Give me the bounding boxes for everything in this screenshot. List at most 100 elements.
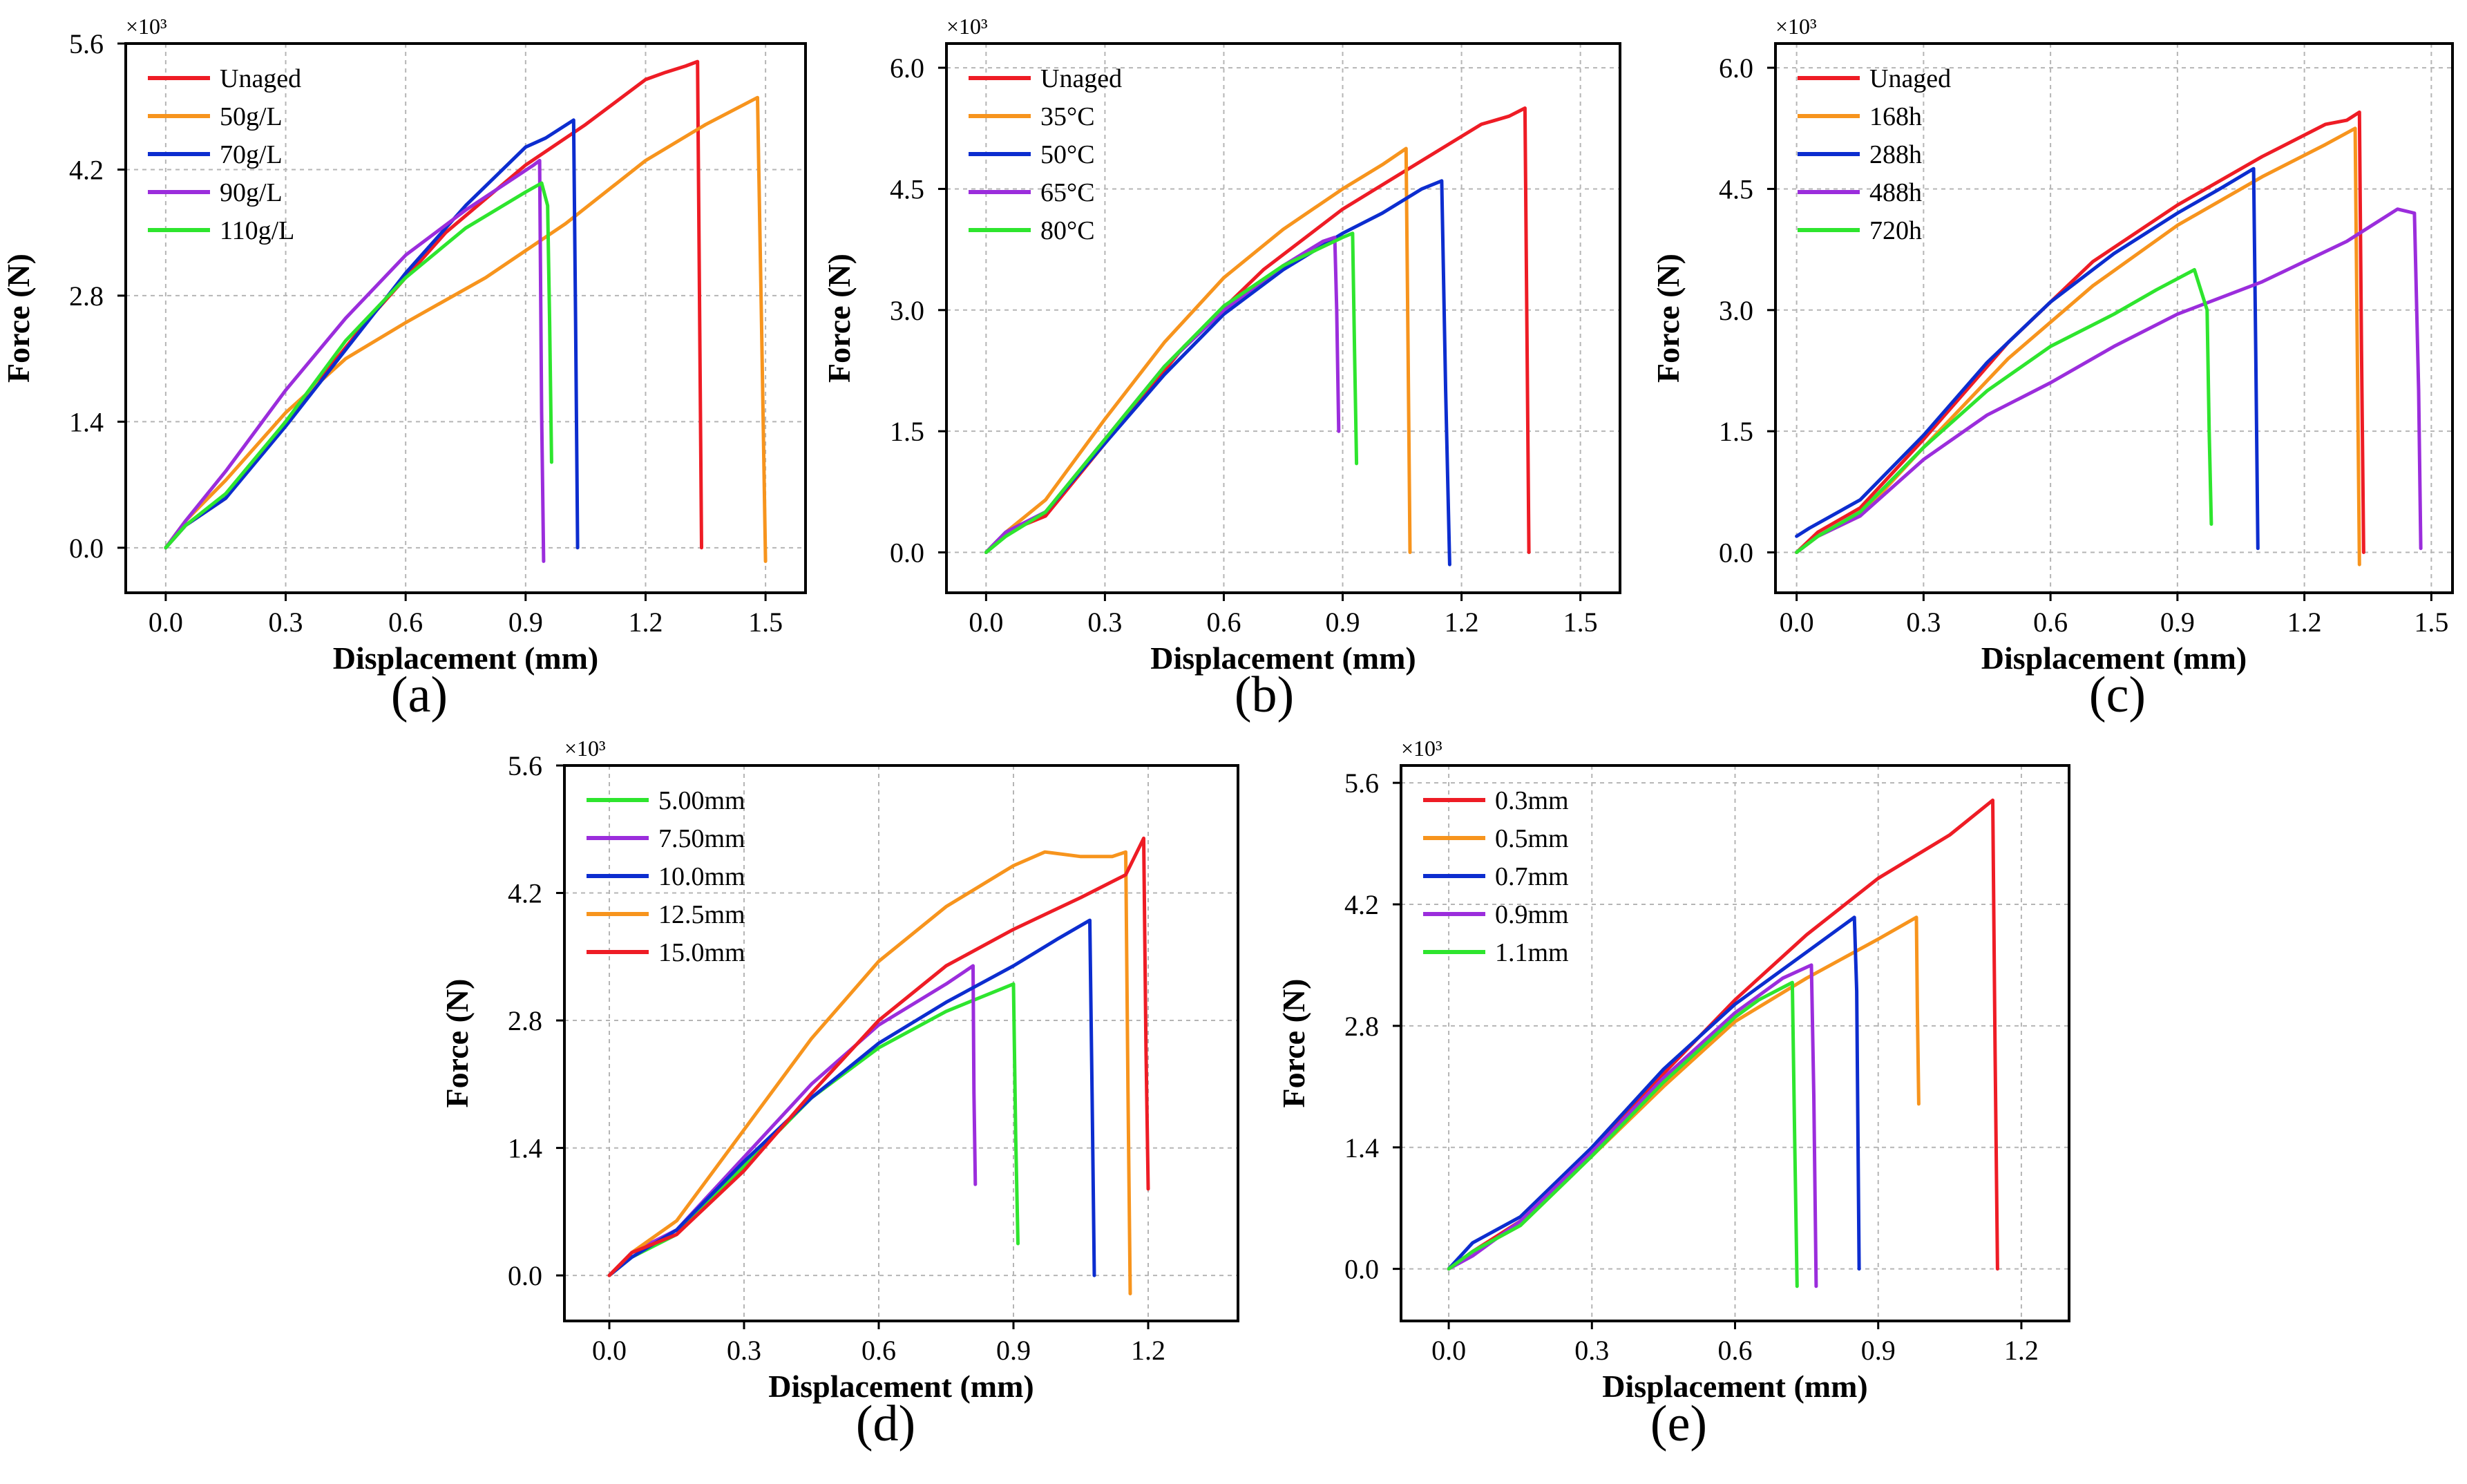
legend-label: 168h [1869, 102, 1922, 131]
legend-label: 0.3mm [1495, 786, 1569, 815]
y-tick-label: 4.2 [508, 878, 542, 909]
panel-a: 0.0 0.3 0.6 0.9 1.2 1.5 0.0 1.4 2.8 4.2 5.6 ×10³ Dis… [1, 14, 807, 723]
x-tick-label: 0.3 [1087, 607, 1122, 638]
panel-label: (b) [1235, 667, 1294, 723]
x-axis-title: Displacement (mm) [1150, 640, 1416, 676]
series-line-Unaged [1795, 110, 2365, 554]
series-line-5.00mm [607, 982, 1020, 1277]
legend-label: 0.9mm [1495, 900, 1569, 929]
y-tick-label: 2.8 [69, 280, 104, 312]
series-line-12.5mm [607, 850, 1132, 1295]
x-tick-label: 1.5 [2414, 607, 2448, 638]
legend-label: 65°C [1040, 178, 1095, 207]
x-tick-label: 0.0 [149, 607, 183, 638]
legend-label: 35°C [1040, 102, 1095, 131]
x-tick-label: 0.3 [1574, 1335, 1609, 1366]
x-tick-label: 0.6 [1206, 607, 1241, 638]
panel-label: (d) [856, 1396, 915, 1452]
legend-label: 110g/L [220, 216, 294, 245]
legend-label: Unaged [220, 64, 301, 93]
x-tick-label: 1.2 [2287, 607, 2322, 638]
y-tick-label: 1.5 [890, 416, 924, 447]
series-line-1.1mm [1447, 980, 1799, 1288]
y-tick-label: 5.6 [1344, 768, 1379, 799]
panel-c: 0.0 0.3 0.6 0.9 1.2 1.5 0.0 1.5 3.0 4.5 6.0 ×10³ Dis… [1650, 14, 2454, 723]
plot-frame [124, 42, 807, 594]
legend-label: 488h [1869, 178, 1922, 207]
y-axis-title: Force (N) [1, 254, 36, 383]
x-tick-label: 0.0 [969, 607, 1003, 638]
series-line-90g/L [164, 158, 546, 563]
x-tick-label: 0.0 [592, 1335, 627, 1366]
x-tick-label: 0.9 [508, 607, 543, 638]
panel-label: (a) [391, 667, 448, 723]
panel-e: 0.0 0.3 0.6 0.9 1.2 0.0 1.4 2.8 4.2 5.6 ×10³ Displa… [1276, 736, 2070, 1452]
x-tick-label: 0.9 [2160, 607, 2195, 638]
x-tick-label: 1.2 [628, 607, 663, 638]
legend-label: 80°C [1040, 216, 1095, 245]
y-tick-label: 1.5 [1719, 416, 1753, 447]
y-tick-label: 0.0 [69, 533, 104, 564]
x-tick-label: 0.0 [1431, 1335, 1466, 1366]
series-line-10.0mm [607, 918, 1096, 1277]
legend-label: 15.0mm [658, 938, 745, 967]
y-tick-label: 2.8 [1344, 1011, 1379, 1042]
panel-d: 0.0 0.3 0.6 0.9 1.2 0.0 1.4 2.8 4.2 5.6 ×10³ Displa… [439, 736, 1239, 1452]
y-tick-label: 4.2 [1344, 889, 1379, 920]
legend-label: Unaged [1040, 64, 1122, 93]
series-line-15.0mm [607, 836, 1150, 1277]
y-tick-label: 6.0 [1719, 53, 1753, 84]
y-tick-label: 1.4 [69, 406, 104, 437]
x-tick-label: 0.6 [388, 607, 423, 638]
y-tick-label: 4.2 [69, 154, 104, 185]
series-line-50g/L [164, 95, 768, 563]
legend-label: 12.5mm [658, 900, 745, 929]
y-tick-label: 3.0 [1719, 295, 1753, 326]
series-line-35°C [984, 146, 1412, 554]
y-multiplier: ×10³ [564, 736, 606, 761]
legend-label: 0.5mm [1495, 824, 1569, 853]
legend-label: 10.0mm [658, 862, 745, 891]
y-tick-label: 3.0 [890, 295, 924, 326]
plot-frame [563, 764, 1239, 1322]
y-multiplier: ×10³ [946, 14, 988, 39]
plot-frame [1774, 42, 2454, 594]
series-line-0.9mm [1447, 963, 1818, 1288]
y-tick-label: 4.5 [890, 173, 924, 204]
legend-label: 0.7mm [1495, 862, 1569, 891]
series-line-288h [1795, 167, 2260, 551]
series-line-70g/L [164, 118, 580, 550]
x-tick-label: 0.9 [1861, 1335, 1896, 1366]
x-tick-label: 0.0 [1780, 607, 1814, 638]
y-tick-label: 0.0 [1719, 538, 1753, 569]
legend-label: 70g/L [220, 140, 283, 169]
y-multiplier: ×10³ [1401, 736, 1442, 761]
x-tick-label: 1.5 [1563, 607, 1598, 638]
series-line-488h [1795, 207, 2423, 554]
x-tick-label: 1.2 [2004, 1335, 2039, 1366]
x-axis-title: Displacement (mm) [1981, 640, 2247, 676]
x-tick-label: 1.5 [748, 607, 783, 638]
x-tick-label: 0.3 [727, 1335, 761, 1366]
legend-label: 90g/L [220, 178, 283, 207]
series-line-Unaged [984, 106, 1531, 554]
y-tick-label: 4.5 [1719, 173, 1753, 204]
x-tick-label: 0.9 [1326, 607, 1360, 638]
x-tick-label: 0.3 [1906, 607, 1941, 638]
y-axis-title: Force (N) [1276, 979, 1311, 1108]
y-tick-label: 1.4 [508, 1133, 542, 1164]
x-tick-label: 0.6 [1718, 1335, 1753, 1366]
panel-label: (c) [2089, 667, 2146, 723]
series-line-80°C [984, 231, 1359, 554]
x-tick-label: 1.2 [1445, 607, 1479, 638]
y-tick-label: 0.0 [508, 1260, 542, 1291]
x-tick-label: 0.6 [861, 1335, 896, 1366]
y-tick-label: 1.4 [1344, 1132, 1379, 1163]
legend-label: Unaged [1869, 64, 1951, 93]
x-tick-label: 0.3 [269, 607, 303, 638]
plot-frame [945, 42, 1621, 594]
x-axis-title: Displacement (mm) [1602, 1369, 1868, 1404]
y-tick-label: 5.6 [508, 750, 542, 781]
legend-label: 720h [1869, 216, 1922, 245]
